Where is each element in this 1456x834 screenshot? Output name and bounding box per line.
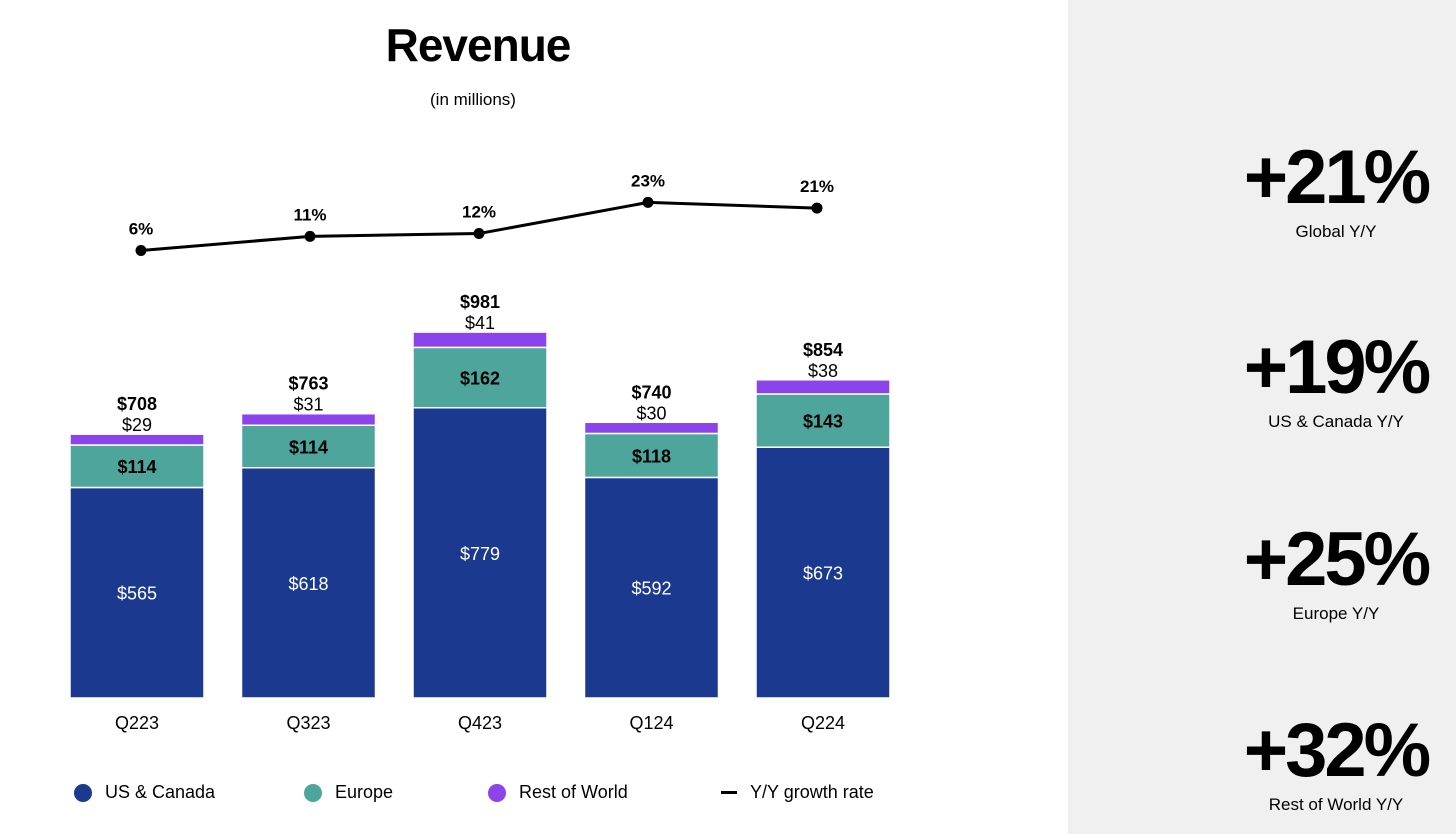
- bar-value-label: $618: [288, 574, 328, 594]
- kpi-panel: +21% Global Y/Y +19% US & Canada Y/Y +25…: [1068, 0, 1456, 834]
- bar-value-label: $29: [122, 415, 152, 435]
- legend-label: Y/Y growth rate: [750, 782, 874, 802]
- bar-segment-us-canada: [755, 446, 891, 699]
- bar-value-label: $592: [631, 579, 671, 599]
- kpi-value: +21%: [1243, 135, 1432, 220]
- bar-segment-rest-of-world: [240, 412, 377, 427]
- bar-segment-europe: [755, 393, 891, 448]
- kpi-value: +25%: [1243, 517, 1432, 602]
- x-tick-label: Q223: [115, 713, 159, 733]
- x-tick-label: Q423: [458, 713, 502, 733]
- legend-item-growth-rate: Y/Y growth rate: [721, 782, 874, 803]
- bar-value-label: $38: [808, 361, 838, 381]
- legend-item-us-canada: US & Canada: [74, 782, 215, 803]
- x-tick-label: Q224: [801, 713, 845, 733]
- growth-rate-point: [811, 202, 823, 214]
- us-canada-swatch-icon: [74, 783, 92, 802]
- x-tick-label: Q124: [629, 713, 673, 733]
- legend-item-rest-of-world: Rest of World: [488, 782, 628, 803]
- bar-segment-europe: [412, 346, 548, 409]
- growth-line-swatch-icon: [721, 791, 737, 794]
- bar-total-label: $740: [631, 382, 671, 402]
- bar-value-label: $30: [636, 403, 666, 423]
- chart-subtitle: (in millions): [430, 90, 516, 109]
- bar-segment-rest-of-world: [69, 433, 205, 446]
- kpi-global: +21% Global Y/Y: [1178, 140, 1456, 242]
- kpi-value: +19%: [1243, 325, 1432, 410]
- bar-value-label: $162: [460, 369, 500, 389]
- bar-value-label: $565: [117, 584, 157, 604]
- x-tick-label: Q323: [286, 713, 330, 733]
- growth-rate-label: 6%: [129, 220, 154, 239]
- bar-segment-us-canada: [69, 486, 205, 699]
- legend-label: US & Canada: [105, 782, 216, 802]
- kpi-europe: +25% Europe Y/Y: [1178, 522, 1456, 624]
- kpi-value: +32%: [1243, 708, 1432, 793]
- kpi-label: Global Y/Y: [1295, 222, 1377, 241]
- legend-label: Europe: [335, 782, 394, 802]
- kpi-label: US & Canada Y/Y: [1268, 412, 1404, 431]
- bar-segment-us-canada: [240, 466, 377, 699]
- bar-value-label: $673: [803, 564, 843, 584]
- revenue-chart: Revenue (in millions) $565 $114 $29 $708 Q22…: [0, 19, 1068, 808]
- growth-rate-label: 21%: [800, 177, 834, 196]
- growth-rate-label: 11%: [293, 205, 326, 224]
- rest-of-world-swatch-icon: [488, 783, 506, 802]
- legend-item-europe: Europe: [304, 782, 393, 803]
- bar-value-label: $114: [117, 457, 156, 477]
- growth-rate-point: [642, 196, 654, 208]
- bar-segment-rest-of-world: [412, 331, 548, 349]
- bar-segment-rest-of-world: [755, 379, 891, 395]
- bar-value-label: $114: [289, 437, 328, 457]
- growth-rate-point: [304, 230, 316, 242]
- kpi-label: Rest of World Y/Y: [1268, 795, 1404, 814]
- bar-value-label: $118: [632, 446, 671, 466]
- growth-rate-label: 12%: [462, 203, 496, 222]
- kpi-label: Europe Y/Y: [1292, 604, 1380, 623]
- chart-legend: US & Canada Europe Rest of World Y/Y gro…: [0, 782, 1068, 808]
- bar-total-label: $981: [460, 292, 500, 312]
- bar-total-label: $854: [803, 340, 843, 360]
- kpi-rest-of-world: +32% Rest of World Y/Y: [1178, 713, 1456, 815]
- bar-segment-us-canada: [583, 476, 720, 699]
- growth-rate-point: [473, 228, 485, 240]
- bar-segment-us-canada: [412, 406, 548, 699]
- legend-label: Rest of World: [519, 782, 628, 802]
- bar-total-label: $763: [288, 374, 328, 394]
- chart-canvas: $565 $114 $29$708 Q223 $618 $114 $31$763 Q323 $7…: [69, 171, 891, 733]
- bar-segment-rest-of-world: [583, 421, 720, 435]
- europe-swatch-icon: [304, 783, 322, 802]
- kpi-us-canada: +19% US & Canada Y/Y: [1178, 330, 1456, 432]
- growth-rate-label: 23%: [631, 171, 665, 190]
- bar-value-label: $779: [460, 544, 500, 564]
- bar-value-label: $41: [465, 313, 495, 333]
- bar-value-label: $143: [803, 412, 843, 432]
- chart-title: Revenue: [385, 19, 572, 71]
- bar-total-label: $708: [117, 394, 157, 414]
- growth-rate-point: [135, 245, 147, 257]
- bar-value-label: $31: [293, 395, 323, 415]
